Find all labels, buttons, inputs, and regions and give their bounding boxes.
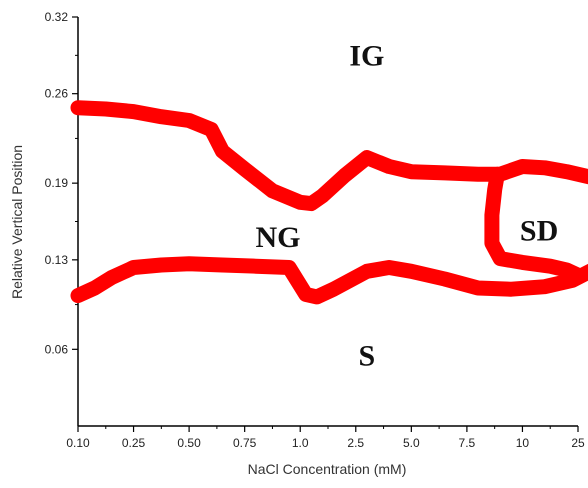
x-axis-title: NaCl Concentration (mM)	[248, 461, 407, 477]
region-label-ng: NG	[256, 221, 301, 254]
x-axis-ticks: 0.10 0.25 0.50 0.75 1.0 2.5 5.0 7.5 10 25	[66, 426, 585, 450]
y-tick-label: 0.13	[45, 253, 69, 267]
y-tick-label: 0.32	[45, 10, 69, 24]
y-tick-label: 0.26	[45, 87, 69, 101]
x-tick-label: 1.0	[292, 436, 309, 450]
x-tick-label: 7.5	[459, 436, 476, 450]
x-tick-label: 0.25	[122, 436, 146, 450]
boundary-line-2	[70, 256, 588, 305]
phase-boundaries	[70, 100, 588, 305]
region-label-ig: IG	[349, 39, 384, 72]
region-label-s: S	[359, 340, 376, 373]
axes	[77, 17, 578, 427]
x-tick-label: 0.75	[233, 436, 257, 450]
x-tick-label: 0.50	[177, 436, 201, 450]
x-tick-label: 5.0	[403, 436, 420, 450]
boundary-line-3	[484, 166, 586, 283]
y-axis-ticks: 0.06 0.13 0.19 0.26 0.32	[45, 10, 78, 356]
boundary-line-1	[70, 100, 588, 212]
x-tick-label: 2.5	[347, 436, 364, 450]
x-tick-label: 10	[516, 436, 530, 450]
x-tick-label: 0.10	[66, 436, 90, 450]
region-label-sd: SD	[520, 214, 558, 247]
y-tick-label: 0.19	[45, 176, 69, 190]
x-tick-label: 25	[571, 436, 585, 450]
y-axis-title: Relative Vertical Position	[9, 145, 25, 299]
y-tick-label: 0.06	[45, 342, 69, 356]
region-labels: IG NG SD S	[256, 39, 559, 372]
